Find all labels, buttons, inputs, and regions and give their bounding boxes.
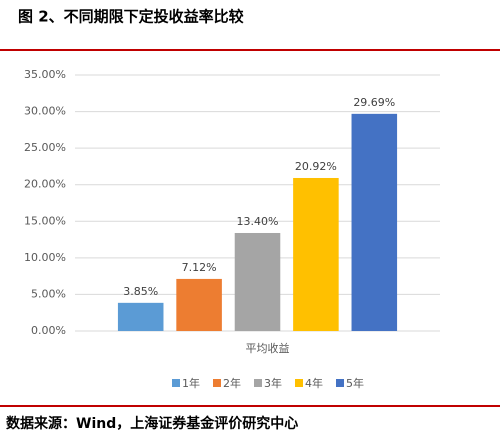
value-label: 3.85% (123, 285, 158, 298)
legend-swatch (254, 379, 262, 387)
legend-label: 4年 (305, 376, 323, 390)
value-label: 7.12% (182, 261, 217, 274)
y-tick-label: 30.00% (24, 105, 66, 118)
chart-title: 图 2、不同期限下定投收益率比较 (18, 8, 244, 26)
legend-swatch (213, 379, 221, 387)
bar (293, 177, 339, 331)
value-label: 20.92% (295, 160, 337, 173)
y-tick-label: 5.00% (31, 287, 66, 300)
bar (351, 113, 398, 331)
y-tick-label: 15.00% (24, 214, 66, 227)
x-tick-label: 平均收益 (246, 341, 290, 355)
y-tick-label: 10.00% (24, 251, 66, 264)
bar (117, 302, 164, 331)
bar (176, 278, 222, 331)
legend-swatch (295, 379, 303, 387)
value-label: 13.40% (237, 215, 279, 228)
legend-label: 2年 (223, 376, 241, 390)
y-tick-label: 25.00% (24, 141, 66, 154)
y-tick-label: 0.00% (31, 324, 66, 337)
y-tick-label: 35.00% (24, 68, 66, 81)
legend-swatch (336, 379, 344, 387)
legend-label: 3年 (264, 376, 282, 390)
bar (234, 232, 281, 331)
legend-label: 5年 (346, 376, 364, 390)
y-tick-label: 20.00% (24, 178, 66, 191)
legend-swatch (172, 379, 180, 387)
legend-label: 1年 (182, 376, 200, 390)
value-label: 29.69% (353, 96, 395, 109)
source-note: 数据来源：Wind，上海证券基金评价研究中心 (6, 415, 298, 432)
